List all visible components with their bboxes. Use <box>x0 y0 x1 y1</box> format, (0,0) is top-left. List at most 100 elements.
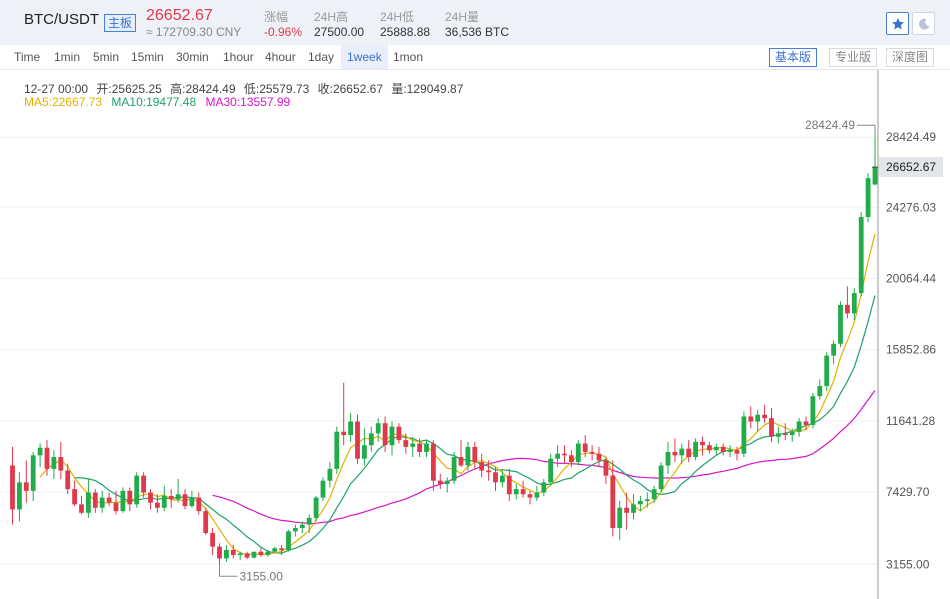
candle-body <box>782 433 788 436</box>
candle-body <box>686 448 692 458</box>
candle-body <box>458 457 464 466</box>
ma10-line <box>74 295 876 554</box>
mode-basic-button[interactable]: 基本版 <box>769 48 818 67</box>
ma10-layer <box>74 295 876 554</box>
candle-body <box>506 475 512 495</box>
candle <box>327 462 333 488</box>
candle <box>569 450 574 468</box>
candle-body <box>789 431 795 436</box>
candle <box>424 440 429 458</box>
price-axis: 28424.49 24276.03 20064.44 15852.86 11641.28… <box>877 70 936 599</box>
candle-body <box>341 431 347 436</box>
candle <box>362 428 367 466</box>
candle-body <box>272 548 278 552</box>
candle <box>769 408 774 442</box>
candle-body <box>148 492 153 503</box>
candle-body <box>106 497 112 503</box>
candle-body <box>210 533 215 547</box>
candle-body <box>803 421 809 425</box>
candle-body <box>527 494 533 498</box>
candle-body <box>644 499 650 501</box>
candle <box>755 409 761 432</box>
candle-body <box>555 453 560 459</box>
candle-body <box>224 549 229 559</box>
candle-body <box>603 460 609 476</box>
timeframe-1day[interactable]: 1day <box>308 50 335 64</box>
theme-toggle-button[interactable] <box>912 12 935 35</box>
candle-body <box>679 448 685 456</box>
ma30-line <box>212 390 876 525</box>
ma30-value: MA30:13557.99 <box>205 95 291 109</box>
candle-body <box>562 453 567 456</box>
stat-value: 25888.88 <box>380 25 431 39</box>
stat-label: 24H高 <box>314 10 349 24</box>
candle <box>513 484 519 500</box>
timeframe-1min[interactable]: 1min <box>54 50 81 64</box>
favorite-button[interactable] <box>886 12 909 35</box>
board-tag[interactable]: 主板 <box>104 14 137 32</box>
candle-body <box>727 450 733 452</box>
max-price-label: 28424.49 <box>805 118 855 132</box>
candle-body <box>817 386 823 397</box>
candle <box>161 485 167 512</box>
candle-body <box>334 431 340 469</box>
timeframe-1mon[interactable]: 1mon <box>393 50 424 64</box>
candle-body <box>582 443 588 452</box>
candle <box>651 485 657 503</box>
candle <box>279 544 284 556</box>
candle-body <box>265 551 271 556</box>
candle <box>65 463 71 495</box>
candle <box>541 479 547 496</box>
candle <box>230 544 236 559</box>
timeframe-15min[interactable]: 15min <box>131 50 164 64</box>
candle-body <box>58 457 64 471</box>
candle <box>582 435 588 458</box>
candle-body <box>541 482 547 493</box>
candle-body <box>237 553 243 556</box>
candle <box>810 392 816 429</box>
candle-body <box>79 504 84 513</box>
mode-pro-button[interactable]: 专业版 <box>829 48 878 67</box>
candle <box>872 137 878 186</box>
candle <box>644 492 650 508</box>
candle <box>148 489 153 510</box>
timeframe-1hour[interactable]: 1hour <box>223 50 254 64</box>
candle <box>458 440 464 468</box>
stat-value: 36,536 BTC <box>445 25 510 39</box>
candle-body <box>168 495 174 500</box>
max-marker-line <box>857 124 876 138</box>
candle-body <box>831 343 836 356</box>
candle <box>589 445 595 461</box>
stat-24h-volume: 24H量 36,536 BTC <box>445 8 509 39</box>
candle-body <box>410 443 416 447</box>
timeframe-30min[interactable]: 30min <box>176 50 209 64</box>
timeframe-1week[interactable]: 1week <box>341 45 388 69</box>
price-cny: ≈ 172709.30 CNY <box>146 25 242 39</box>
candle <box>86 479 91 518</box>
last-price: 26652.67 <box>146 7 213 24</box>
candle-body <box>196 497 202 512</box>
ohlc-open: 开:25625.25 <box>96 82 162 96</box>
timeframe-5min[interactable]: 5min <box>93 50 120 64</box>
candle-body <box>279 548 284 550</box>
candle-body <box>382 423 388 446</box>
candle-body <box>437 480 443 485</box>
stat-label: 24H低 <box>380 10 415 24</box>
candle <box>10 446 15 525</box>
candle <box>679 443 685 464</box>
candle-body <box>493 472 498 483</box>
candle-body <box>86 492 91 513</box>
timeframe-time[interactable]: Time <box>14 50 41 64</box>
candle <box>624 492 629 530</box>
candle <box>120 487 126 513</box>
timeframe-4hour[interactable]: 4hour <box>265 50 296 64</box>
candle-body <box>389 426 395 446</box>
stat-label: 涨幅 <box>264 10 289 24</box>
candle <box>293 524 298 537</box>
candlestick-chart[interactable]: 28424.49 24276.03 20064.44 15852.86 11641.28… <box>0 70 950 599</box>
candle <box>658 462 664 493</box>
candle <box>734 446 740 461</box>
candle <box>368 426 374 452</box>
mode-depth-button[interactable]: 深度图 <box>886 48 935 67</box>
candle-body <box>672 451 678 456</box>
